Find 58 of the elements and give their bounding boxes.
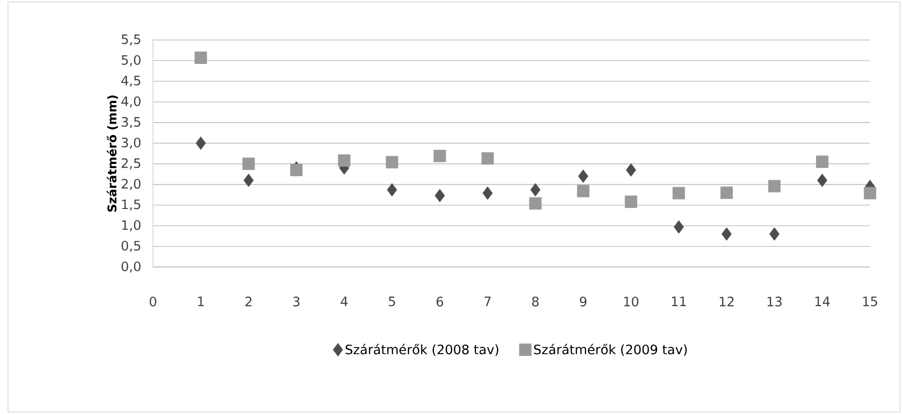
point [530, 183, 540, 196]
point [720, 186, 733, 199]
point [768, 180, 781, 192]
legend-label: Szárátmérők (2008 tav) [346, 344, 498, 356]
point [672, 186, 685, 200]
point [816, 156, 828, 168]
point [194, 52, 207, 64]
y-tick-label: 2,0 [122, 178, 140, 190]
point [434, 150, 446, 162]
point [674, 220, 684, 234]
x-tick-label: 2 [245, 296, 252, 306]
point [769, 227, 780, 241]
point [578, 170, 588, 183]
y-axis-title: Szárátmérő (mm) [106, 96, 118, 212]
point [817, 174, 828, 188]
y-tick-label: 4,0 [121, 96, 140, 108]
point [290, 164, 303, 176]
point [864, 186, 876, 200]
point [338, 154, 350, 167]
x-tick-label: 0 [150, 296, 156, 306]
y-tick-label: 3,5 [122, 116, 140, 128]
y-tick-label: 0,0 [122, 261, 140, 273]
legend-label: Szárátmérők (2009 tav) [534, 344, 687, 356]
x-tick-label: 13 [768, 296, 782, 306]
point [242, 158, 255, 170]
point [482, 186, 493, 200]
point [481, 152, 494, 165]
x-tick-label: 4 [340, 296, 348, 306]
y-tick-label: 3,0 [122, 138, 140, 149]
y-tick-label: 2,5 [122, 158, 140, 170]
x-tick-label: 15 [863, 296, 878, 306]
point [386, 183, 398, 196]
y-tick-label: 5,0 [122, 55, 140, 66]
point [624, 196, 638, 208]
y-tick-label: 5,5 [122, 34, 140, 46]
point [386, 156, 398, 168]
x-tick-label: 14 [815, 296, 830, 306]
point [434, 188, 445, 202]
point [626, 163, 636, 177]
x-tick-label: 12 [720, 296, 734, 306]
x-tick-label: 7 [484, 296, 491, 306]
point [577, 184, 590, 198]
x-tick-label: 1 [198, 296, 204, 306]
x-tick-label: 3 [293, 296, 300, 306]
y-tick-label: 4,5 [121, 76, 140, 87]
point [244, 174, 254, 188]
x-tick-label: 11 [672, 296, 686, 306]
point [196, 136, 206, 150]
x-tick-label: 5 [388, 296, 395, 306]
x-tick-label: 10 [624, 296, 638, 306]
point [722, 227, 732, 241]
x-tick-label: 8 [532, 296, 539, 306]
y-tick-label: 1,5 [122, 200, 140, 211]
y-tick-label: 1,0 [122, 220, 140, 232]
x-tick-label: 9 [580, 296, 586, 306]
point [529, 197, 542, 210]
y-tick-label: 0,5 [122, 240, 140, 252]
x-tick-label: 6 [436, 296, 444, 306]
